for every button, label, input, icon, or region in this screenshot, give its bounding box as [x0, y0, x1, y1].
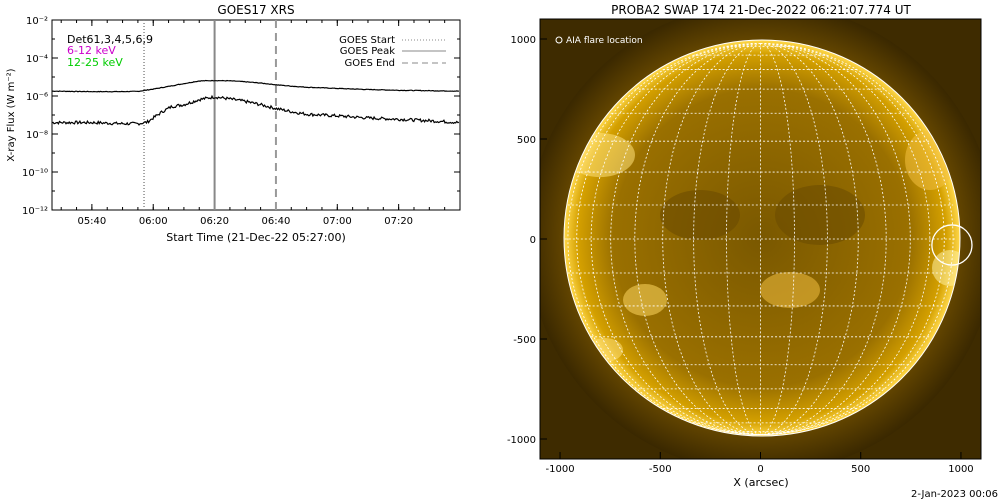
legend-goes-start: GOES Start	[339, 35, 395, 46]
swap-solar-image: AIA flare location	[540, 19, 981, 459]
series-label-12-25kev: 12-25 keV	[67, 56, 123, 69]
goes-xrs-plot: GOES17 XRS 10⁻¹² 10⁻¹⁰ 10⁻⁸ 10⁻⁶ 10⁻⁴ 10⁻² 05…	[6, 3, 461, 244]
longitude-line	[693, 42, 761, 436]
goes-y-tick-label: 10⁻⁸	[26, 130, 48, 141]
swap-y-tick-label: 500	[517, 135, 536, 146]
goes-y-tick-label: 10⁻⁴	[26, 54, 48, 65]
swap-y-tick-label: 1000	[511, 35, 536, 46]
legend-goes-end: GOES End	[345, 58, 395, 69]
longitude-line	[760, 42, 795, 436]
longitude-line	[726, 42, 761, 436]
longitude-line	[760, 42, 859, 436]
active-regions	[565, 130, 960, 362]
longitude-line	[567, 42, 761, 436]
goes-y-tick-label: 10⁻⁶	[26, 92, 48, 103]
swap-x-tick-label: 1000	[948, 464, 973, 475]
swap-y-tick-label: 0	[530, 235, 536, 246]
swap-plot-title: PROBA2 SWAP 174 21-Dec-2022 06:21:07.774…	[611, 3, 911, 17]
legend-goes-peak: GOES Peak	[340, 46, 395, 57]
longitude-line	[760, 42, 828, 436]
goes-x-tick-label: 06:20	[200, 216, 229, 227]
goes-x-tick-label: 07:00	[323, 216, 352, 227]
swap-x-tick-label: -500	[649, 464, 672, 475]
goes-y-tick-label: 10⁻²	[26, 16, 48, 27]
footer-date: 2-Jan-2023 00:06	[911, 489, 998, 500]
swap-image-plot: PROBA2 SWAP 174 21-Dec-2022 06:21:07.774…	[507, 3, 982, 489]
goes-legend: GOES Start GOES Peak GOES End	[339, 35, 446, 69]
goes-x-axis: 05:40 06:00 06:20 06:40 07:00 07:20	[60, 20, 461, 227]
goes-x-tick-label: 06:40	[262, 216, 291, 227]
flare-legend-marker	[555, 36, 563, 44]
swap-x-tick-label: 0	[757, 464, 763, 475]
series-short-line	[52, 94, 460, 126]
heliographic-grid	[564, 42, 957, 436]
swap-x-tick-label: 500	[851, 464, 870, 475]
swap-y-axis: -1000 -500 0 500 1000	[507, 35, 547, 446]
longitude-line	[760, 42, 954, 436]
swap-x-axis: -1000 -500 0 500 1000	[546, 452, 974, 475]
goes-x-axis-label: Start Time (21-Dec-22 05:27:00)	[166, 231, 346, 244]
swap-y-tick-label: -1000	[507, 435, 536, 446]
goes-x-tick-label: 06:00	[139, 216, 168, 227]
longitude-line	[760, 42, 911, 436]
goes-x-tick-label: 07:20	[384, 216, 413, 227]
goes-y-axis-label: X-ray Flux (W m⁻²)	[6, 68, 17, 161]
flare-legend-label: AIA flare location	[566, 36, 643, 46]
goes-x-tick-label: 05:40	[77, 216, 106, 227]
swap-x-tick-label: -1000	[546, 464, 575, 475]
goes-y-tick-label: 10⁻¹⁰	[22, 168, 48, 179]
solar-limb	[563, 39, 961, 437]
flare-location-marker	[931, 224, 973, 266]
swap-y-tick-label: -500	[513, 335, 536, 346]
longitude-line	[576, 42, 761, 436]
longitude-line	[610, 42, 761, 436]
longitude-line	[662, 42, 761, 436]
goes-y-tick-label: 10⁻¹²	[22, 206, 48, 217]
swap-x-axis-label: X (arcsec)	[733, 476, 788, 489]
goes-plot-title: GOES17 XRS	[217, 3, 294, 17]
longitude-line	[760, 42, 945, 436]
goes-y-axis: 10⁻¹² 10⁻¹⁰ 10⁻⁸ 10⁻⁶ 10⁻⁴ 10⁻²	[22, 16, 460, 217]
detector-label: Det61,3,4,5,6,9	[67, 33, 153, 46]
series-long-line	[52, 79, 459, 93]
series-label-6-12kev: 6-12 keV	[67, 44, 116, 57]
